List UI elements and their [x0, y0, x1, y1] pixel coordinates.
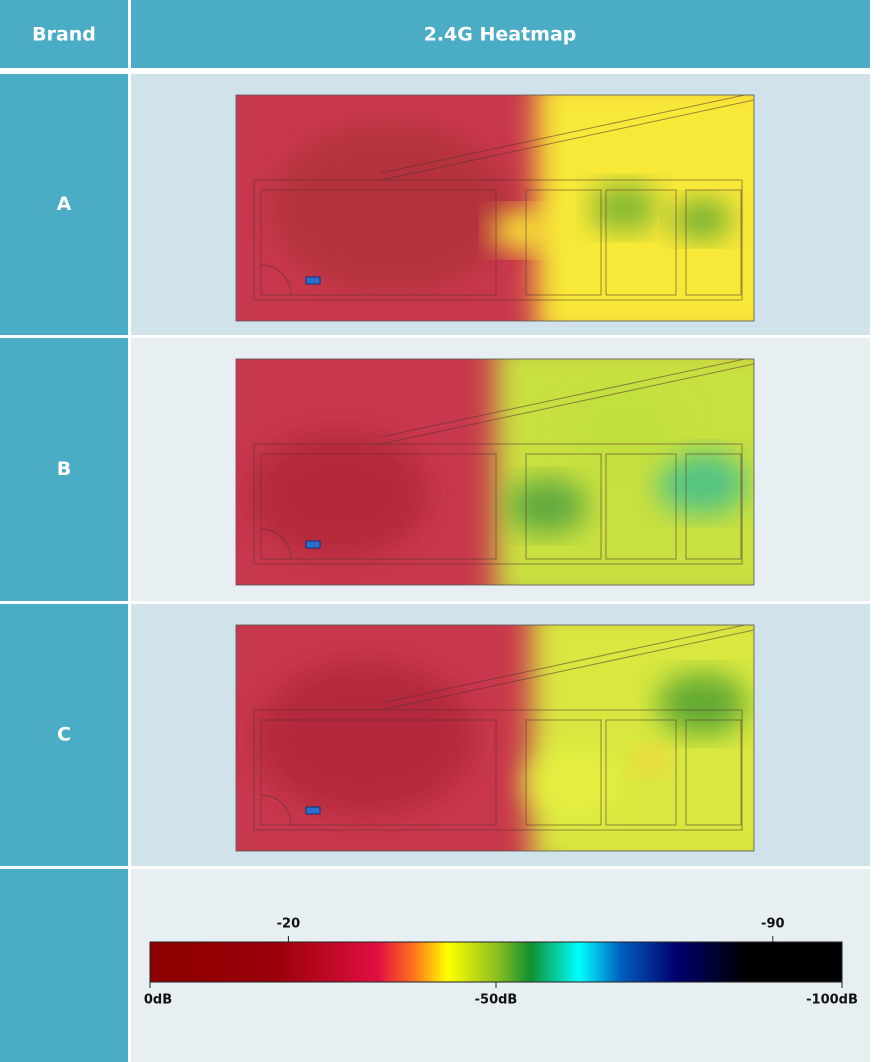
- heat-blob: [255, 661, 476, 815]
- floor-plan: [253, 95, 754, 301]
- wall: [253, 709, 743, 831]
- brand-cell: [0, 869, 128, 1062]
- wall: [260, 189, 497, 296]
- wall: [253, 179, 743, 301]
- heatmap-layer: [236, 359, 754, 585]
- heat-blob: [672, 198, 733, 241]
- brand-cell: [0, 604, 128, 866]
- heat-blob: [657, 672, 748, 736]
- wall: [605, 189, 677, 296]
- wall: [380, 99, 754, 181]
- wall: [685, 453, 742, 560]
- scale-label: 0dB: [144, 993, 172, 1008]
- wall: [525, 189, 602, 296]
- header-cell: [131, 0, 870, 68]
- heatmap-image: [235, 358, 755, 586]
- scale-label: -100dB: [806, 993, 858, 1008]
- brand-cell: [0, 338, 128, 601]
- scale-label: -50dB: [475, 993, 518, 1008]
- door: [260, 528, 292, 560]
- floor-plan: [253, 359, 754, 565]
- wall: [605, 453, 677, 560]
- color-scale: [149, 941, 843, 983]
- brand-label: B: [57, 458, 71, 480]
- wall: [525, 453, 602, 560]
- heat-blob: [522, 748, 623, 819]
- heatmap-frame: [235, 358, 755, 586]
- wall: [380, 625, 748, 704]
- wall: [380, 629, 754, 711]
- heat-blob: [657, 451, 748, 515]
- router-icon: [305, 806, 321, 815]
- heat-blob: [506, 477, 587, 534]
- header-cell: [0, 0, 128, 68]
- heatmap-image: [235, 94, 755, 322]
- wall: [380, 359, 748, 438]
- heat-blob: [589, 183, 660, 233]
- router-icon: [305, 540, 321, 549]
- wall: [253, 443, 743, 565]
- floor-plan: [253, 625, 754, 831]
- wall: [380, 95, 748, 174]
- wall: [685, 189, 742, 296]
- heat-blob: [249, 431, 430, 558]
- wall: [380, 363, 754, 445]
- heatmap-frame: [235, 624, 755, 852]
- heat-blob: [490, 209, 551, 252]
- heatmap-image: [235, 624, 755, 852]
- wall: [260, 453, 497, 560]
- header-heatmap: 2.4G Heatmap: [424, 24, 577, 46]
- heat-blob: [564, 384, 685, 469]
- brand-label: A: [57, 193, 72, 215]
- scale-label: -90: [761, 917, 785, 932]
- heatmap-frame: [235, 94, 755, 322]
- wall: [260, 719, 497, 826]
- wall: [605, 719, 677, 826]
- heatmap-layer: [236, 95, 754, 321]
- door: [260, 264, 292, 296]
- brand-cell: [0, 74, 128, 335]
- heat-blob: [630, 746, 671, 775]
- wall: [525, 719, 602, 826]
- header-brand: Brand: [32, 24, 96, 46]
- door: [260, 794, 292, 826]
- heat-blob: [271, 124, 512, 292]
- wall: [685, 719, 742, 826]
- heatmap-layer: [236, 625, 754, 851]
- router-icon: [305, 276, 321, 285]
- scale-label: -20: [277, 917, 301, 932]
- brand-label: C: [57, 724, 71, 746]
